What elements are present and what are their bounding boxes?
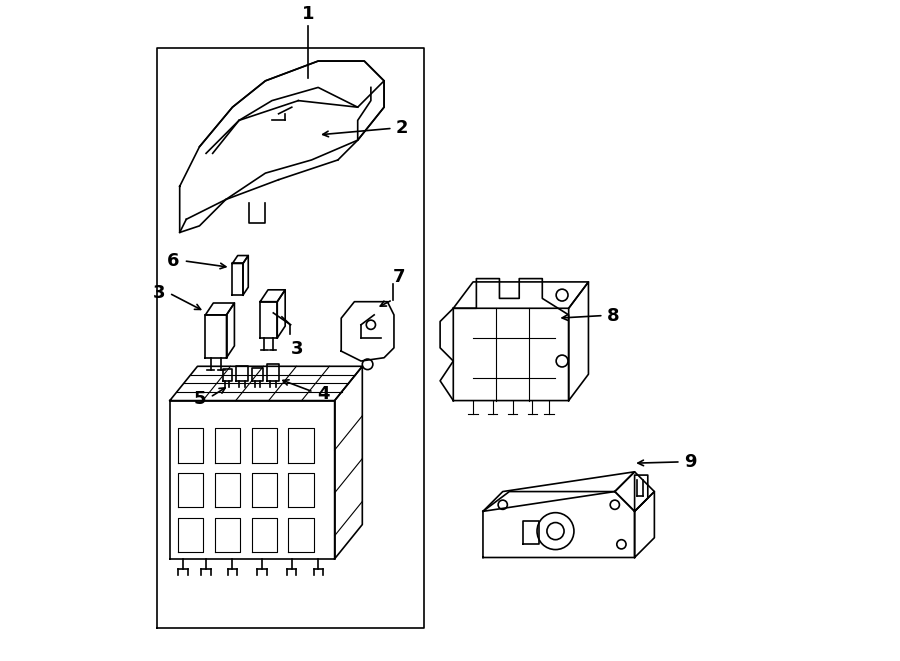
Text: 5: 5 — [194, 390, 206, 408]
Text: 3: 3 — [291, 340, 303, 358]
Text: 2: 2 — [396, 119, 409, 137]
Text: 8: 8 — [607, 307, 619, 325]
Text: 7: 7 — [392, 268, 405, 286]
Text: 6: 6 — [167, 252, 180, 270]
Text: 4: 4 — [317, 385, 329, 403]
Text: 9: 9 — [684, 453, 697, 471]
Text: 1: 1 — [302, 5, 314, 23]
Text: 3: 3 — [153, 284, 166, 302]
